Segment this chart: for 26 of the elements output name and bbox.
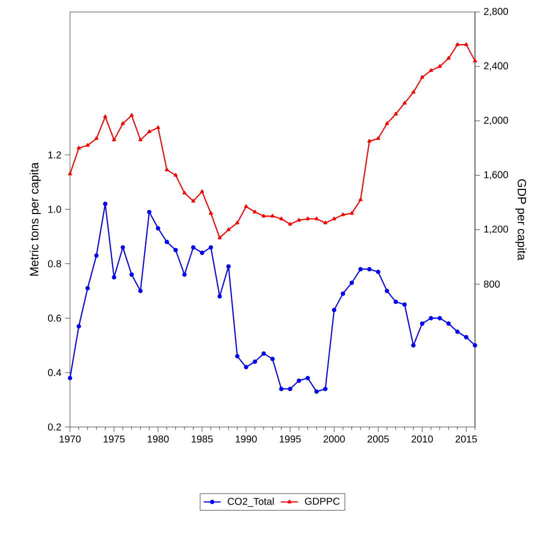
x-tick-label: 1980: [148, 436, 169, 443]
x-tick-label: 1995: [280, 436, 301, 443]
y-tick-label: 0.4: [48, 369, 62, 376]
y2-axis-title: GDP per capita: [515, 179, 526, 260]
y2-tick-label: 800: [484, 280, 500, 288]
y-tick-label: 0.2: [48, 423, 62, 431]
legend-label: CO2_Total: [228, 498, 274, 507]
y2-tick-label: 2,000: [484, 116, 508, 125]
x-tick-label: 1970: [60, 436, 81, 443]
x-tick-label: 2000: [324, 436, 345, 443]
y2-tick-label: 2,800: [484, 8, 508, 16]
y-tick-label: 0.6: [48, 314, 62, 322]
x-tick-label: 2010: [412, 436, 433, 443]
y-tick-label: 1.0: [48, 206, 62, 213]
legend-label: GDPPC: [304, 498, 340, 505]
x-tick-label: 1990: [236, 436, 257, 443]
x-tick-label: 1975: [104, 436, 125, 443]
y2-tick-label: 2,400: [484, 62, 508, 71]
x-tick-label: 1985: [192, 436, 213, 443]
y2-tick-label: 1,600: [484, 171, 508, 180]
y-tick-label: 0.8: [48, 260, 62, 268]
y2-tick-label: 1,200: [484, 226, 508, 234]
x-tick-label: 2015: [456, 436, 477, 443]
y-axis-title: Metric tons per capita: [30, 162, 41, 276]
x-tick-label: 2005: [368, 436, 389, 443]
y-tick-label: 1.2: [48, 151, 62, 158]
